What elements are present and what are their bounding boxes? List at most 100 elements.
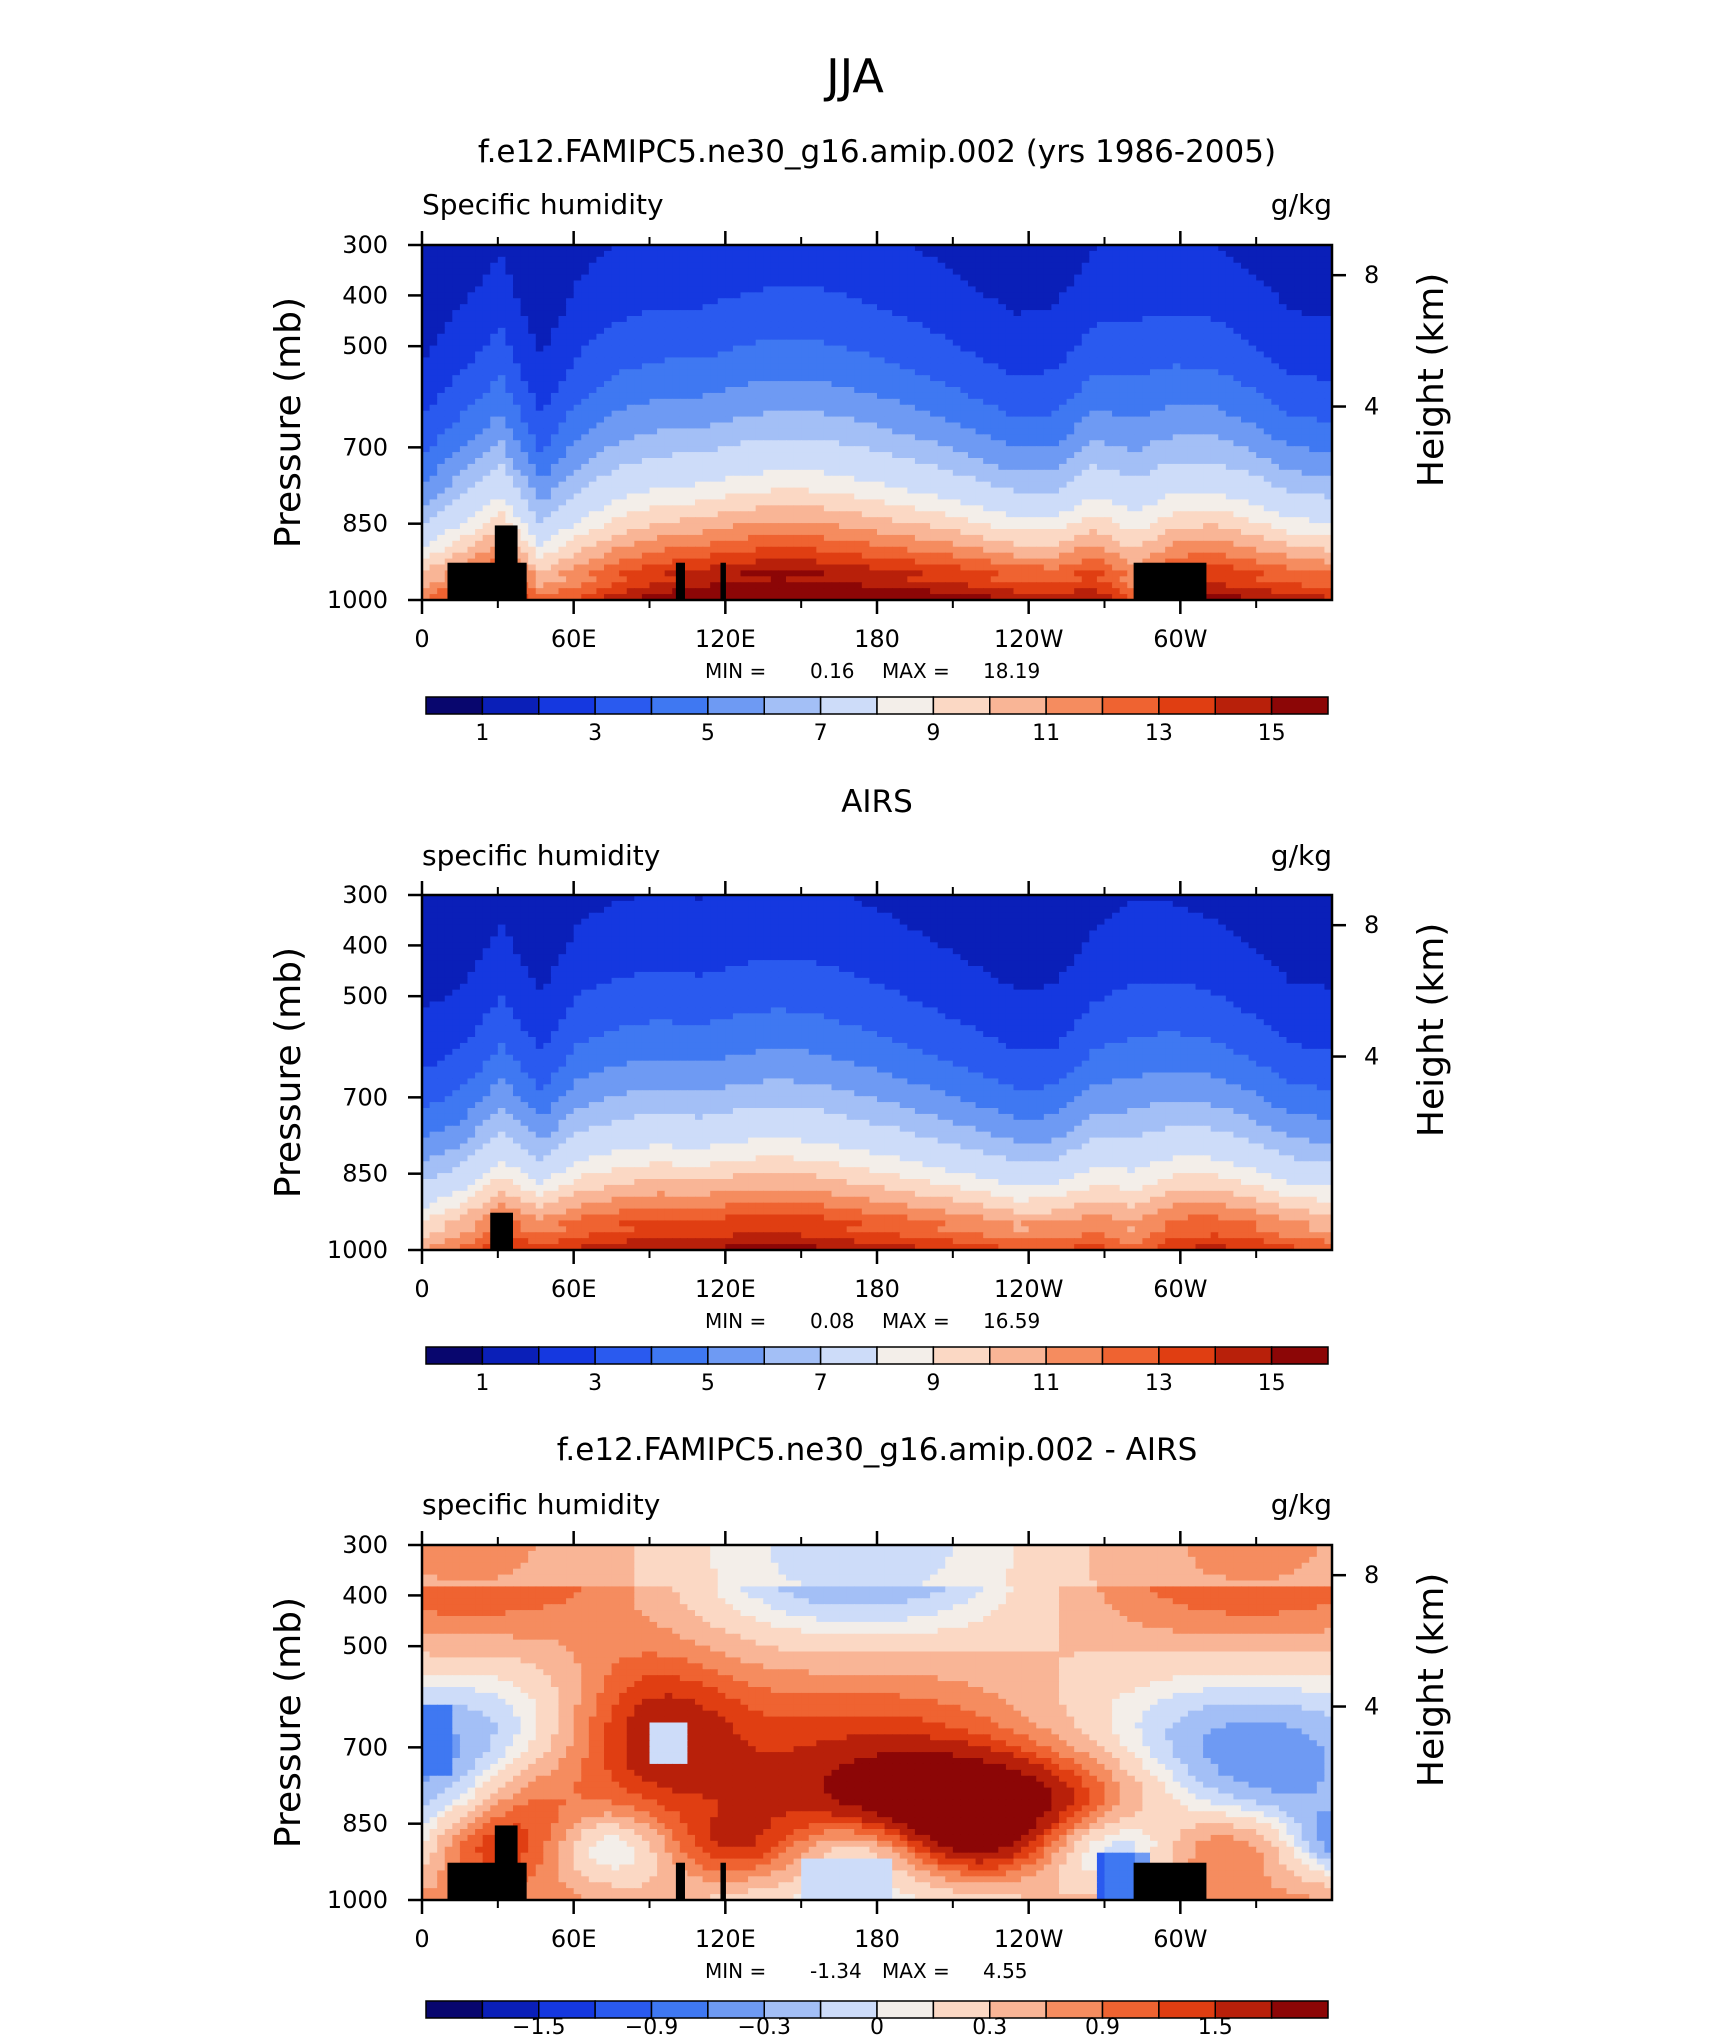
y-tick-label: 500 xyxy=(342,1632,388,1660)
panel-left-subtitle: specific humidity xyxy=(422,1488,660,1521)
min-label: MIN = xyxy=(705,1309,766,1333)
colorbar-label: 9 xyxy=(926,1371,940,1396)
y-axis-label-right: Height (km) xyxy=(1411,273,1452,487)
y-right-tick-label: 8 xyxy=(1364,261,1379,289)
y-right-tick-label: 8 xyxy=(1364,911,1379,939)
colorbar-label: 11 xyxy=(1032,1371,1060,1396)
colorbar-box xyxy=(764,697,820,714)
colorbar-box xyxy=(708,1347,764,1364)
colorbar-box xyxy=(426,2001,482,2018)
orography-mask xyxy=(1134,563,1207,600)
colorbar-box xyxy=(539,1347,595,1364)
panel-left-subtitle: Specific humidity xyxy=(422,188,664,221)
y-tick-label: 500 xyxy=(342,332,388,360)
y-tick-label: 300 xyxy=(342,881,388,909)
y-tick-label: 500 xyxy=(342,982,388,1010)
colorbar-label: 7 xyxy=(814,1371,828,1396)
panel-title: f.e12.FAMIPC5.ne30_g16.amip.002 (yrs 198… xyxy=(478,134,1276,170)
y-right-tick-label: 8 xyxy=(1364,1561,1379,1589)
colorbar-label: 0.9 xyxy=(1085,2015,1120,2038)
colorbar-box xyxy=(1103,697,1159,714)
y-tick-label: 850 xyxy=(342,510,388,538)
colorbar-box xyxy=(595,697,651,714)
y-tick-label: 850 xyxy=(342,1160,388,1188)
x-tick-label: 180 xyxy=(854,625,900,653)
colorbar-box xyxy=(539,697,595,714)
panel-right-subtitle: g/kg xyxy=(1271,188,1332,221)
colorbar-label: 1 xyxy=(475,721,489,746)
x-tick-label: 0 xyxy=(414,625,429,653)
orography-mask xyxy=(676,1863,685,1900)
y-axis-label: Pressure (mb) xyxy=(268,297,309,548)
y-tick-label: 850 xyxy=(342,1810,388,1838)
colorbar-label: 11 xyxy=(1032,721,1060,746)
colorbar-box xyxy=(877,2001,933,2018)
colorbar-box xyxy=(877,697,933,714)
figure-title: JJA xyxy=(823,49,884,103)
y-tick-label: 700 xyxy=(342,1083,388,1111)
x-tick-label: 180 xyxy=(854,1275,900,1303)
colorbar-box xyxy=(426,697,482,714)
colorbar-box xyxy=(990,1347,1046,1364)
colorbar-label: 5 xyxy=(701,721,715,746)
y-right-tick-label: 4 xyxy=(1364,393,1379,421)
colorbar-label: 7 xyxy=(814,721,828,746)
orography-mask xyxy=(495,525,518,600)
max-label: MAX = xyxy=(882,659,950,683)
y-tick-label: 400 xyxy=(342,1581,388,1609)
colorbar-label: 1.5 xyxy=(1198,2015,1233,2038)
colorbar-box xyxy=(821,697,877,714)
colorbar-label: 3 xyxy=(588,721,602,746)
max-value: 18.19 xyxy=(983,659,1040,683)
colorbar-label: 15 xyxy=(1258,1371,1286,1396)
orography-mask xyxy=(1134,1863,1207,1900)
colorbar-label: 15 xyxy=(1258,721,1286,746)
colorbar-box xyxy=(1159,697,1215,714)
x-tick-label: 60E xyxy=(551,625,597,653)
colorbar-label: 5 xyxy=(701,1371,715,1396)
colorbar-box xyxy=(708,697,764,714)
y-tick-label: 1000 xyxy=(327,1886,388,1914)
x-tick-label: 120W xyxy=(994,1275,1064,1303)
y-axis-label: Pressure (mb) xyxy=(268,947,309,1198)
panel-left-subtitle: specific humidity xyxy=(422,839,660,872)
panel-right-subtitle: g/kg xyxy=(1271,1488,1332,1521)
min-label: MIN = xyxy=(705,1959,766,1983)
y-axis-label-right: Height (km) xyxy=(1411,1573,1452,1787)
min-value: 0.16 xyxy=(810,659,855,683)
panel-title: f.e12.FAMIPC5.ne30_g16.amip.002 - AIRS xyxy=(557,1432,1198,1468)
min-value: -1.34 xyxy=(810,1959,862,1983)
colorbar-box xyxy=(482,697,538,714)
panel-title: AIRS xyxy=(841,784,913,820)
orography-mask xyxy=(676,563,685,600)
colorbar-box xyxy=(1046,697,1102,714)
colorbar-box xyxy=(595,1347,651,1364)
y-tick-label: 700 xyxy=(342,433,388,461)
colorbar-box xyxy=(1272,697,1328,714)
x-tick-label: 120W xyxy=(994,625,1064,653)
colorbar-box xyxy=(1046,1347,1102,1364)
y-tick-label: 400 xyxy=(342,281,388,309)
colorbar-box xyxy=(426,1347,482,1364)
x-tick-label: 120E xyxy=(695,1275,756,1303)
colorbar-box xyxy=(990,697,1046,714)
colorbar-box xyxy=(652,1347,708,1364)
colorbar-label: 1 xyxy=(475,1371,489,1396)
y-axis-label: Pressure (mb) xyxy=(268,1597,309,1848)
y-tick-label: 300 xyxy=(342,1531,388,1559)
colorbar-label: −1.5 xyxy=(512,2015,565,2038)
min-value: 0.08 xyxy=(810,1309,855,1333)
orography-mask xyxy=(495,1825,518,1900)
colorbar-box xyxy=(1215,1347,1271,1364)
colorbar-label: 9 xyxy=(926,721,940,746)
y-tick-label: 400 xyxy=(342,931,388,959)
colorbar-box xyxy=(652,697,708,714)
x-tick-label: 60W xyxy=(1153,1925,1207,1953)
max-value: 16.59 xyxy=(983,1309,1040,1333)
colorbar-box xyxy=(821,1347,877,1364)
colorbar-box xyxy=(933,697,989,714)
orography-mask xyxy=(720,563,725,600)
chart-panel-3: f.e12.FAMIPC5.ne30_g16.amip.002 - AIRS sp… xyxy=(268,1432,1452,2038)
